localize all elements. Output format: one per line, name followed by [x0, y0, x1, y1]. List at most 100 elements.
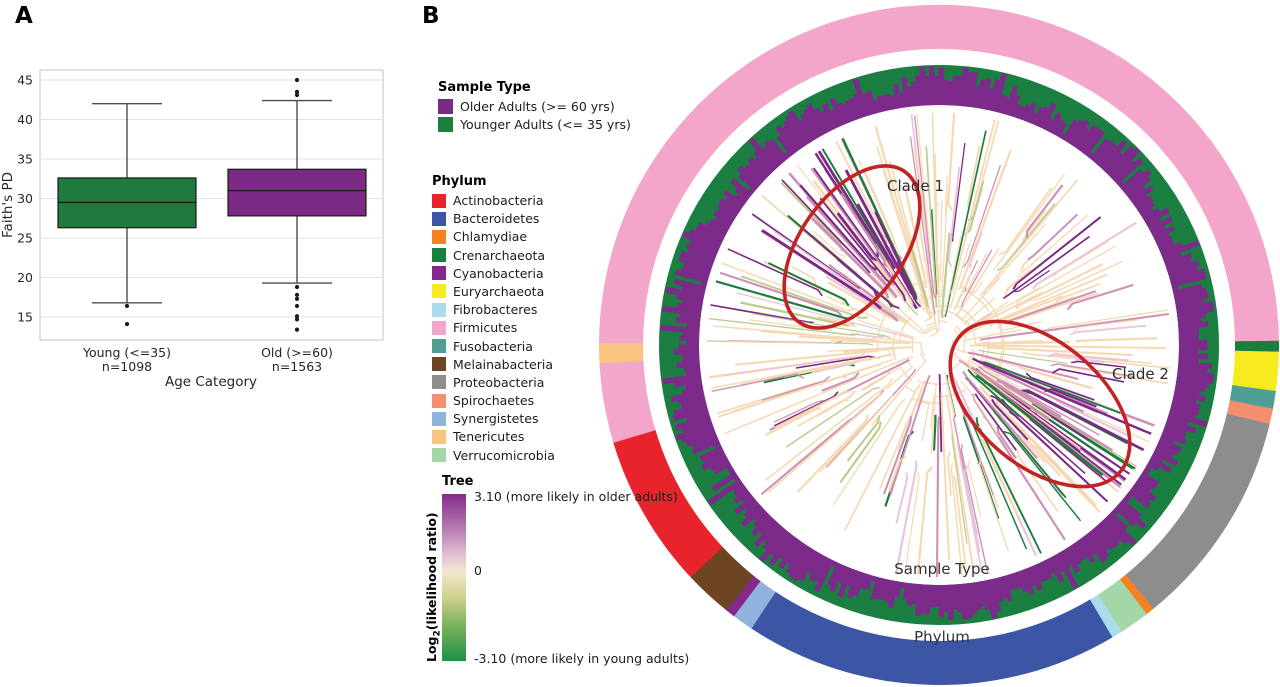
- sample-ring-bar: [1159, 434, 1176, 446]
- tree-backbone: [885, 358, 913, 390]
- tree-branch: [883, 416, 912, 495]
- phylum-ring-segment: [732, 580, 776, 629]
- tree-branch: [815, 390, 856, 418]
- sample-ring-bar: [1132, 193, 1150, 208]
- sample-ring-bar: [1086, 531, 1110, 559]
- tree-branch: [950, 119, 996, 295]
- sample-ring-bar: [1114, 157, 1144, 185]
- tree-branch: [999, 379, 1100, 436]
- sample-ring-bar: [734, 485, 748, 498]
- sample-ring-bar: [673, 402, 708, 417]
- sample-ring-bar: [660, 325, 700, 333]
- legend-item-label: Cyanobacteria: [453, 265, 544, 281]
- tree-branch: [953, 273, 972, 311]
- x-tick-sublabel: n=1098: [102, 359, 152, 374]
- sample-ring-bar: [1175, 298, 1204, 308]
- sample-ring-bar: [1137, 475, 1157, 490]
- sample-ring-bar: [1069, 543, 1085, 563]
- outlier-point: [294, 303, 300, 309]
- tree-branch: [791, 265, 818, 286]
- tree-branch: [1015, 292, 1099, 322]
- circular-phylogeny-panel: Clade 1 Clade 2 Sample Type Phylum: [599, 4, 1280, 686]
- sample-ring-bar: [1072, 127, 1090, 149]
- sample-ring-bar: [732, 489, 751, 505]
- legend-row: Fusobacteria: [432, 339, 555, 354]
- tree-branch: [967, 368, 1020, 417]
- tree-branch: [909, 244, 929, 307]
- sample-ring-bar: [758, 517, 776, 536]
- sample-ring-bar: [746, 162, 767, 182]
- sample-ring-bar: [1058, 550, 1073, 569]
- sample-ring-bar: [800, 112, 820, 140]
- y-tick-label: 25: [17, 230, 33, 245]
- sample-ring-bar: [1086, 151, 1094, 159]
- sample-ring-bar: [1032, 106, 1045, 126]
- sample-ring-bar: [1158, 438, 1183, 453]
- y-tick-label: 40: [17, 112, 33, 127]
- tree-branch: [889, 374, 931, 496]
- outlier-point: [294, 292, 300, 297]
- tree-branch: [773, 399, 824, 423]
- tree-branch: [827, 394, 894, 468]
- outlier-point: [294, 327, 300, 332]
- sample-ring-bar: [988, 78, 1001, 112]
- sample-ring-bar: [813, 107, 831, 134]
- sample-ring-bar: [1146, 460, 1159, 471]
- phylum-color-chip: [432, 357, 446, 372]
- sample-ring-bar: [778, 538, 802, 569]
- tree-branch: [975, 374, 1104, 477]
- sample-ring-bar: [704, 221, 728, 237]
- tree-branch: [1022, 351, 1170, 369]
- sample-ring-bar: [821, 102, 838, 130]
- sample-ring-bar: [988, 578, 1001, 613]
- sample-ring-bar: [1135, 478, 1152, 493]
- sample-ring-bar: [1089, 138, 1110, 162]
- outlier-point: [294, 296, 300, 301]
- sample-ring-bar: [1054, 552, 1079, 590]
- likelihood-colorbar: [442, 494, 466, 661]
- tree-backbone: [857, 319, 915, 353]
- tree-branch: [895, 460, 918, 574]
- tree-branch: [913, 147, 928, 234]
- tree-backbone: [969, 349, 1039, 398]
- tree-branch: [844, 383, 921, 531]
- sample-ring-bar: [963, 72, 973, 107]
- sample-ring-bar: [1096, 523, 1119, 548]
- sample-ring-bar: [873, 99, 882, 114]
- legend-item-label: Tenericutes: [453, 429, 525, 445]
- tree-backbone: [911, 397, 930, 442]
- sample-ring-bar: [1174, 386, 1201, 397]
- taxonomy-rings: [599, 4, 1280, 686]
- sample-ring-bar: [738, 173, 759, 192]
- sample-ring-bar: [692, 438, 720, 455]
- sample-ring-bar: [694, 226, 724, 244]
- tree-branch: [765, 406, 822, 437]
- legend-item-label: Crenarchaeota: [453, 247, 546, 263]
- sample-ring-bar: [1158, 240, 1175, 252]
- sample-ring-bar: [914, 584, 923, 616]
- sample-ring-bar: [670, 390, 705, 403]
- sample-ring-bar: [687, 248, 716, 264]
- tree-backbone: [938, 277, 1001, 321]
- sample-ring-bar: [1175, 301, 1214, 313]
- sample-ring-bar: [1000, 575, 1013, 602]
- phylum-color-chip: [432, 375, 446, 390]
- y-tick-label: 30: [17, 191, 33, 206]
- tree-branch: [984, 340, 1070, 347]
- sample-ring-bar: [1176, 306, 1214, 317]
- sample-ring-bar: [859, 573, 870, 590]
- sample-ring-bar: [1065, 119, 1084, 144]
- tree-branch: [970, 344, 1166, 349]
- sample-ring-bar: [682, 231, 720, 252]
- sample-ring-bar: [675, 422, 714, 441]
- sample-ring-bar: [996, 576, 1008, 600]
- sample-ring-bar: [678, 344, 700, 351]
- sample-ring-bar: [924, 75, 932, 106]
- sample-ring-bar: [1051, 118, 1064, 136]
- outlier-point: [294, 92, 300, 98]
- sample-ring-bar: [752, 511, 770, 528]
- y-tick-label: 35: [17, 151, 33, 166]
- sample-ring-bar: [1172, 283, 1203, 296]
- sample-ring-bar: [682, 418, 713, 434]
- tree-branch: [813, 204, 896, 297]
